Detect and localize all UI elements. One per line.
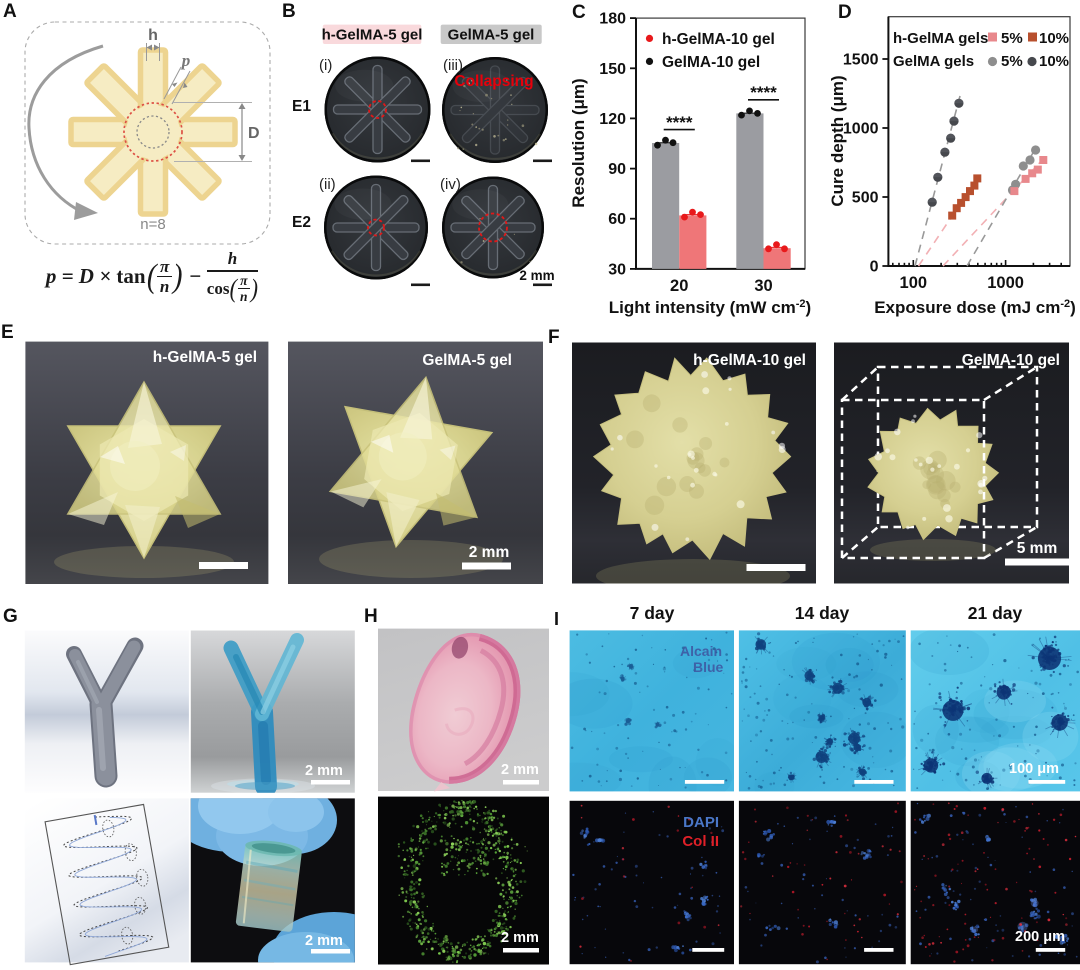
svg-text:GelMA gels: GelMA gels: [893, 53, 974, 70]
svg-text:GelMA-10 gel: GelMA-10 gel: [662, 54, 760, 71]
svg-text:1000: 1000: [987, 274, 1024, 292]
svg-text:Collapsing: Collapsing: [454, 73, 533, 90]
svg-text:(iii): (iii): [443, 57, 463, 74]
svg-text:10%: 10%: [1039, 53, 1069, 70]
svg-text:2 mm: 2 mm: [501, 930, 539, 946]
svg-text:(i): (i): [319, 57, 332, 74]
svg-text:h-GelMA-5 gel: h-GelMA-5 gel: [322, 26, 423, 43]
svg-text:10%: 10%: [1039, 30, 1069, 47]
svg-text:2 mm: 2 mm: [469, 544, 510, 561]
svg-text:100: 100: [900, 274, 928, 292]
svg-text:p: p: [180, 51, 191, 70]
svg-text:GelMA-5 gel: GelMA-5 gel: [448, 26, 535, 43]
svg-text:14 day: 14 day: [795, 603, 850, 623]
svg-text:21 day: 21 day: [968, 603, 1023, 623]
svg-text:5 mm: 5 mm: [1017, 540, 1058, 557]
svg-text:150: 150: [599, 61, 626, 78]
svg-text:****: ****: [666, 113, 693, 132]
svg-text:Resolution (μm): Resolution (μm): [569, 78, 588, 207]
svg-text:Cure depth (μm): Cure depth (μm): [828, 75, 847, 206]
svg-text:30: 30: [754, 277, 772, 295]
svg-text:1500: 1500: [843, 52, 879, 69]
svg-text:(ii): (ii): [319, 176, 336, 193]
svg-text:7 day: 7 day: [630, 603, 675, 623]
svg-text:h-GelMA-10 gel: h-GelMA-10 gel: [662, 31, 775, 48]
svg-text:DAPI: DAPI: [683, 814, 719, 831]
svg-text:E1: E1: [292, 98, 311, 115]
svg-text:1000: 1000: [843, 121, 879, 138]
svg-text:h-GelMA-5 gel: h-GelMA-5 gel: [153, 349, 257, 366]
svg-text:180: 180: [599, 11, 626, 28]
svg-text:2 mm: 2 mm: [305, 933, 343, 949]
svg-text:Light intensity (mW cm-2): Light intensity (mW cm-2): [609, 298, 811, 317]
svg-text:2 mm: 2 mm: [305, 763, 343, 779]
svg-text:Blue: Blue: [693, 659, 724, 675]
svg-text:Exposure dose (mJ cm-2): Exposure dose (mJ cm-2): [874, 298, 1076, 317]
svg-text:n=8: n=8: [140, 216, 165, 233]
svg-text:90: 90: [608, 161, 626, 178]
svg-text:h-GelMA gels: h-GelMA gels: [893, 30, 988, 47]
svg-text:GelMA-10 gel: GelMA-10 gel: [962, 352, 1060, 369]
svg-text:200 μm: 200 μm: [1015, 929, 1065, 945]
svg-text:h: h: [148, 27, 158, 44]
svg-text:100 μm: 100 μm: [1009, 761, 1059, 777]
svg-text:5%: 5%: [1001, 53, 1023, 70]
svg-text:60: 60: [608, 211, 626, 228]
svg-text:2 mm: 2 mm: [519, 268, 554, 283]
svg-text:(iv): (iv): [440, 176, 461, 193]
svg-text:E2: E2: [292, 214, 311, 231]
svg-text:Alcain: Alcain: [680, 643, 722, 659]
svg-text:GelMA-5 gel: GelMA-5 gel: [422, 352, 512, 369]
svg-text:0: 0: [870, 259, 879, 276]
svg-text:5%: 5%: [1001, 30, 1023, 47]
svg-text:****: ****: [750, 83, 777, 102]
svg-text:120: 120: [599, 111, 626, 128]
svg-text:20: 20: [670, 277, 688, 295]
svg-text:500: 500: [852, 190, 879, 207]
svg-text:30: 30: [608, 261, 626, 278]
svg-text:h-GelMA-10 gel: h-GelMA-10 gel: [693, 352, 806, 369]
svg-text:2 mm: 2 mm: [501, 762, 539, 778]
svg-text:D: D: [248, 125, 260, 142]
svg-text:Col II: Col II: [682, 833, 719, 850]
